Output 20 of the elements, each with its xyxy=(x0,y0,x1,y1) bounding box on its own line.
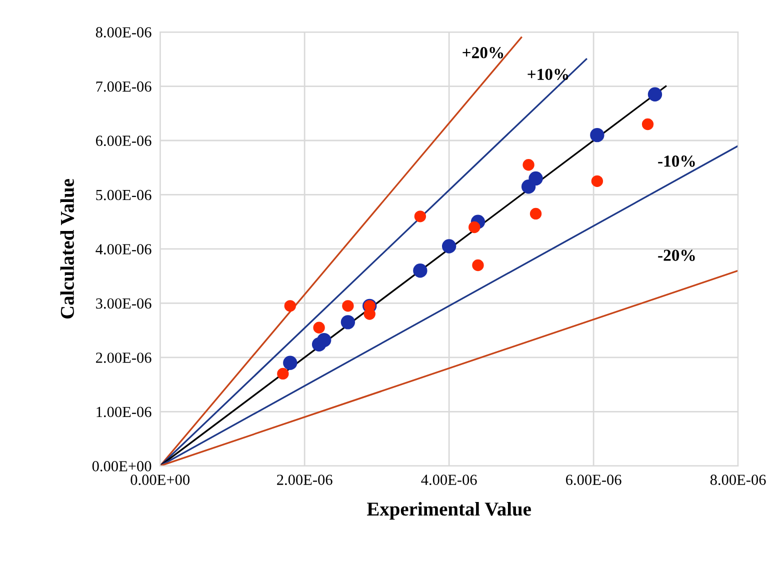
y-tick-label: 7.00E-06 xyxy=(96,81,152,92)
y-tick-label: 1.00E-06 xyxy=(96,406,152,418)
y-tick-label: 6.00E-06 xyxy=(96,136,152,146)
x-axis-title: Experimental Value xyxy=(367,502,531,520)
y-tick-label: 3.00E-06 xyxy=(96,298,152,309)
series-label: +10% xyxy=(528,68,568,80)
series-label: +20% xyxy=(462,47,504,58)
x-tick-label: 8.00E-06 xyxy=(710,474,766,486)
y-axis-title: Calculated Value xyxy=(60,178,74,319)
y-tick-label: 0.00E+00 xyxy=(92,461,152,472)
series-label: -10% xyxy=(658,156,695,167)
y-tick-label: 4.00E-06 xyxy=(96,244,152,254)
y-tick-label: 5.00E-06 xyxy=(96,190,152,200)
x-tick-label: 2.00E-06 xyxy=(277,474,332,486)
y-tick-label: 2.00E-06 xyxy=(96,352,152,363)
series-label: -20% xyxy=(658,250,695,261)
x-tick-label: 6.00E-06 xyxy=(566,474,622,486)
x-tick-label: 0.00E+00 xyxy=(130,474,190,486)
y-tick-label: 8.00E-06 xyxy=(96,27,152,38)
x-tick-label: 4.00E-06 xyxy=(421,474,477,486)
